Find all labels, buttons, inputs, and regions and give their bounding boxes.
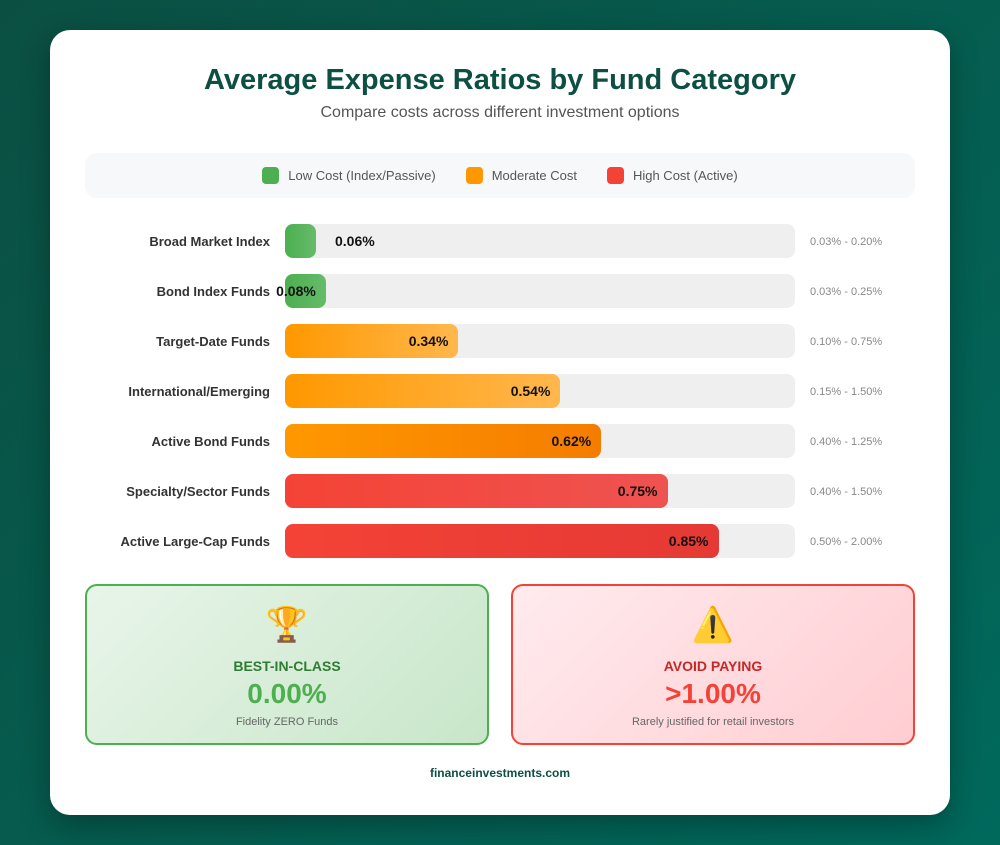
category-label: Broad Market Index bbox=[149, 234, 270, 249]
category-label: Active Large-Cap Funds bbox=[120, 534, 270, 549]
trophy-icon: 🏆 bbox=[265, 606, 309, 644]
bar-value-label: 0.08% bbox=[276, 283, 316, 299]
bar-track: 0.06% bbox=[285, 224, 795, 258]
bar bbox=[285, 324, 459, 358]
range-label: 0.40% - 1.50% bbox=[810, 486, 883, 498]
bar-value-label: 0.85% bbox=[668, 533, 709, 549]
bar-row: Broad Market Index 0.06% 0.03% - 0.20% bbox=[85, 224, 915, 258]
chart-subtitle: Compare costs across different investmen… bbox=[320, 104, 680, 121]
bar-row: Specialty/Sector Funds 0.75% 0.40% - 1.5… bbox=[85, 474, 915, 508]
best-in-class-card: 🏆 BEST-IN-CLASS 0.00% Fidelity ZERO Fund… bbox=[85, 584, 489, 745]
category-label: Target-Date Funds bbox=[156, 334, 270, 349]
bar bbox=[285, 374, 561, 408]
bar-track: 0.08% bbox=[276, 274, 795, 308]
range-label: 0.50% - 2.00% bbox=[810, 536, 883, 548]
range-label: 0.03% - 0.25% bbox=[810, 286, 883, 298]
range-label: 0.03% - 0.20% bbox=[810, 236, 883, 248]
bar-row: Active Bond Funds 0.62% 0.40% - 1.25% bbox=[85, 424, 915, 458]
bar-value-label: 0.62% bbox=[551, 433, 592, 449]
avoid-paying-card: ⚠️ AVOID PAYING >1.00% Rarely justified … bbox=[511, 584, 915, 745]
bar-track: 0.54% bbox=[285, 374, 795, 408]
legend-swatch bbox=[262, 167, 280, 184]
bar bbox=[285, 524, 719, 558]
legend-label: High Cost (Active) bbox=[632, 168, 738, 183]
range-label: 0.10% - 0.75% bbox=[810, 336, 883, 348]
bar-track: 0.85% bbox=[285, 524, 795, 558]
legend: Low Cost (Index/Passive) Moderate Cost H… bbox=[85, 153, 915, 198]
category-label: Bond Index Funds bbox=[156, 284, 270, 299]
bar-value-label: 0.75% bbox=[617, 483, 658, 499]
card-heading: BEST-IN-CLASS bbox=[233, 658, 341, 674]
bar-row: Active Large-Cap Funds 0.85% 0.50% - 2.0… bbox=[85, 524, 915, 558]
range-label: 0.40% - 1.25% bbox=[810, 436, 883, 448]
card-note: Rarely justified for retail investors bbox=[631, 716, 794, 728]
card-heading: AVOID PAYING bbox=[663, 658, 763, 674]
category-label: International/Emerging bbox=[128, 384, 270, 399]
legend-label: Moderate Cost bbox=[491, 168, 577, 183]
bar-track: 0.62% bbox=[285, 424, 795, 458]
legend-label: Low Cost (Index/Passive) bbox=[288, 168, 436, 183]
legend-item-low: Low Cost (Index/Passive) bbox=[262, 167, 436, 184]
category-label: Specialty/Sector Funds bbox=[126, 484, 270, 499]
legend-item-high: High Cost (Active) bbox=[606, 167, 738, 184]
legend-item-moderate: Moderate Cost bbox=[465, 167, 577, 184]
bar-row: Target-Date Funds 0.34% 0.10% - 0.75% bbox=[85, 324, 915, 358]
card-value: >1.00% bbox=[665, 678, 761, 709]
bar bbox=[285, 224, 316, 258]
warning-icon: ⚠️ bbox=[691, 606, 735, 644]
bar-value-label: 0.06% bbox=[335, 233, 375, 249]
chart-title: Average Expense Ratios by Fund Category bbox=[204, 64, 796, 96]
bar bbox=[285, 424, 602, 458]
legend-swatch bbox=[606, 167, 624, 184]
bar-row: Bond Index Funds 0.08% 0.03% - 0.25% bbox=[85, 274, 915, 308]
bar-row: International/Emerging 0.54% 0.15% - 1.5… bbox=[85, 374, 915, 408]
bar bbox=[285, 474, 668, 508]
bar-track: 0.75% bbox=[285, 474, 795, 508]
footer-source: financeinvestments.com bbox=[429, 766, 571, 780]
chart-card: Average Expense Ratios by Fund Category … bbox=[50, 30, 950, 815]
category-label: Active Bond Funds bbox=[151, 434, 270, 449]
range-label: 0.15% - 1.50% bbox=[810, 386, 883, 398]
card-value: 0.00% bbox=[247, 678, 327, 709]
bar-value-label: 0.54% bbox=[510, 383, 551, 399]
bar-track: 0.34% bbox=[285, 324, 795, 358]
card-note: Fidelity ZERO Funds bbox=[235, 716, 339, 728]
legend-swatch bbox=[465, 167, 483, 184]
bar-value-label: 0.34% bbox=[408, 333, 449, 349]
bar bbox=[285, 274, 326, 308]
